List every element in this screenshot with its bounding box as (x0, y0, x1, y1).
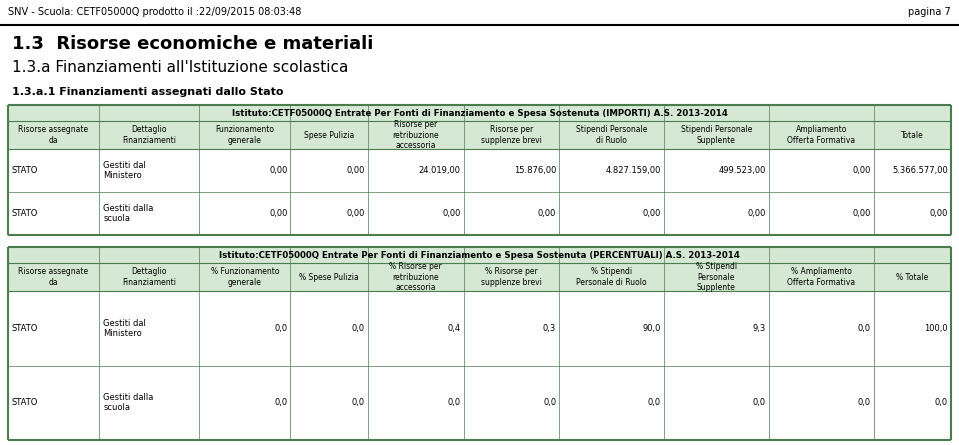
Text: 0,0: 0,0 (543, 398, 556, 407)
Text: Gestiti dalla
scuola: Gestiti dalla scuola (104, 204, 153, 223)
Text: 0,0: 0,0 (935, 398, 948, 407)
Text: Gestiti dal
Ministero: Gestiti dal Ministero (104, 319, 146, 338)
Text: 24.019,00: 24.019,00 (418, 166, 460, 175)
Text: 0,0: 0,0 (448, 398, 460, 407)
Text: Risorse assegnate
da: Risorse assegnate da (18, 125, 88, 145)
Text: 0,3: 0,3 (543, 324, 556, 333)
Text: % Ampliamento
Offerta Formativa: % Ampliamento Offerta Formativa (787, 267, 855, 287)
Text: 90,0: 90,0 (643, 324, 661, 333)
Text: % Funzionamento
generale: % Funzionamento generale (211, 267, 279, 287)
Text: Dettaglio
Finanziamenti: Dettaglio Finanziamenti (122, 267, 176, 287)
Text: % Stipendi
Personale
Supplente: % Stipendi Personale Supplente (696, 262, 737, 292)
Text: 5.366.577,00: 5.366.577,00 (892, 166, 948, 175)
Text: 0,00: 0,00 (442, 209, 460, 218)
Text: 0,00: 0,00 (269, 166, 288, 175)
Text: 1.3  Risorse economiche e materiali: 1.3 Risorse economiche e materiali (12, 35, 373, 53)
Text: Gestiti dalla
scuola: Gestiti dalla scuola (104, 393, 153, 413)
Text: 499.523,00: 499.523,00 (718, 166, 766, 175)
Bar (8, 263, 951, 291)
Text: 100,0: 100,0 (924, 324, 948, 333)
Text: 0,0: 0,0 (648, 398, 661, 407)
Text: 0,00: 0,00 (346, 166, 364, 175)
Text: pagina 7: pagina 7 (908, 7, 951, 17)
Text: SNV - Scuola: CETF05000Q prodotto il :22/09/2015 08:03:48: SNV - Scuola: CETF05000Q prodotto il :22… (8, 7, 301, 17)
Text: Stipendi Personale
Supplente: Stipendi Personale Supplente (681, 125, 752, 145)
Bar (8, 105, 951, 121)
Text: 9,3: 9,3 (753, 324, 766, 333)
Text: 0,4: 0,4 (448, 324, 460, 333)
Text: 0,00: 0,00 (269, 209, 288, 218)
Text: 0,00: 0,00 (538, 209, 556, 218)
Text: 4.827.159,00: 4.827.159,00 (606, 166, 661, 175)
Bar (8, 121, 951, 149)
Text: Risorse per
retribuzione
accessoria: Risorse per retribuzione accessoria (392, 120, 439, 150)
Text: 0,0: 0,0 (857, 398, 871, 407)
Text: STATO: STATO (12, 166, 38, 175)
Text: % Totale: % Totale (896, 272, 928, 282)
Text: Gestiti dal
Ministero: Gestiti dal Ministero (104, 161, 146, 180)
Text: Dettaglio
Finanziamenti: Dettaglio Finanziamenti (122, 125, 176, 145)
Text: 0,00: 0,00 (853, 209, 871, 218)
Text: 0,0: 0,0 (352, 398, 364, 407)
Text: Istituto:CETF05000Q Entrate Per Fonti di Finanziamento e Spesa Sostenuta (IMPORT: Istituto:CETF05000Q Entrate Per Fonti di… (231, 109, 728, 117)
Text: 15.876,00: 15.876,00 (514, 166, 556, 175)
Text: Spese Pulizia: Spese Pulizia (304, 130, 354, 139)
Bar (8, 247, 951, 263)
Text: 0,0: 0,0 (352, 324, 364, 333)
Text: Risorse per
supplenze brevi: Risorse per supplenze brevi (481, 125, 542, 145)
Text: 0,0: 0,0 (274, 324, 288, 333)
Text: % Spese Pulizia: % Spese Pulizia (299, 272, 359, 282)
Text: % Risorse per
retribuzione
accessoria: % Risorse per retribuzione accessoria (389, 262, 442, 292)
Bar (8, 105, 951, 235)
Text: Risorse assegnate
da: Risorse assegnate da (18, 267, 88, 287)
Text: STATO: STATO (12, 324, 38, 333)
Bar (8, 247, 951, 440)
Text: Totale: Totale (901, 130, 924, 139)
Text: 0,0: 0,0 (857, 324, 871, 333)
Text: Stipendi Personale
di Ruolo: Stipendi Personale di Ruolo (576, 125, 647, 145)
Text: STATO: STATO (12, 398, 38, 407)
Text: 0,0: 0,0 (753, 398, 766, 407)
Text: 0,00: 0,00 (643, 209, 661, 218)
Text: Ampliamento
Offerta Formativa: Ampliamento Offerta Formativa (787, 125, 855, 145)
Text: STATO: STATO (12, 209, 38, 218)
Text: 0,00: 0,00 (346, 209, 364, 218)
Text: 0,0: 0,0 (274, 398, 288, 407)
Text: 0,00: 0,00 (929, 209, 948, 218)
Text: % Risorse per
supplenze brevi: % Risorse per supplenze brevi (481, 267, 542, 287)
Text: % Stipendi
Personale di Ruolo: % Stipendi Personale di Ruolo (576, 267, 647, 287)
Text: Funzionamento
generale: Funzionamento generale (216, 125, 274, 145)
Text: Istituto:CETF05000Q Entrate Per Fonti di Finanziamento e Spesa Sostenuta (PERCEN: Istituto:CETF05000Q Entrate Per Fonti di… (219, 251, 740, 259)
Text: 0,00: 0,00 (747, 209, 766, 218)
Text: 1.3.a Finanziamenti all'Istituzione scolastica: 1.3.a Finanziamenti all'Istituzione scol… (12, 60, 348, 75)
Text: 0,00: 0,00 (853, 166, 871, 175)
Text: 1.3.a.1 Finanziamenti assegnati dallo Stato: 1.3.a.1 Finanziamenti assegnati dallo St… (12, 87, 284, 97)
